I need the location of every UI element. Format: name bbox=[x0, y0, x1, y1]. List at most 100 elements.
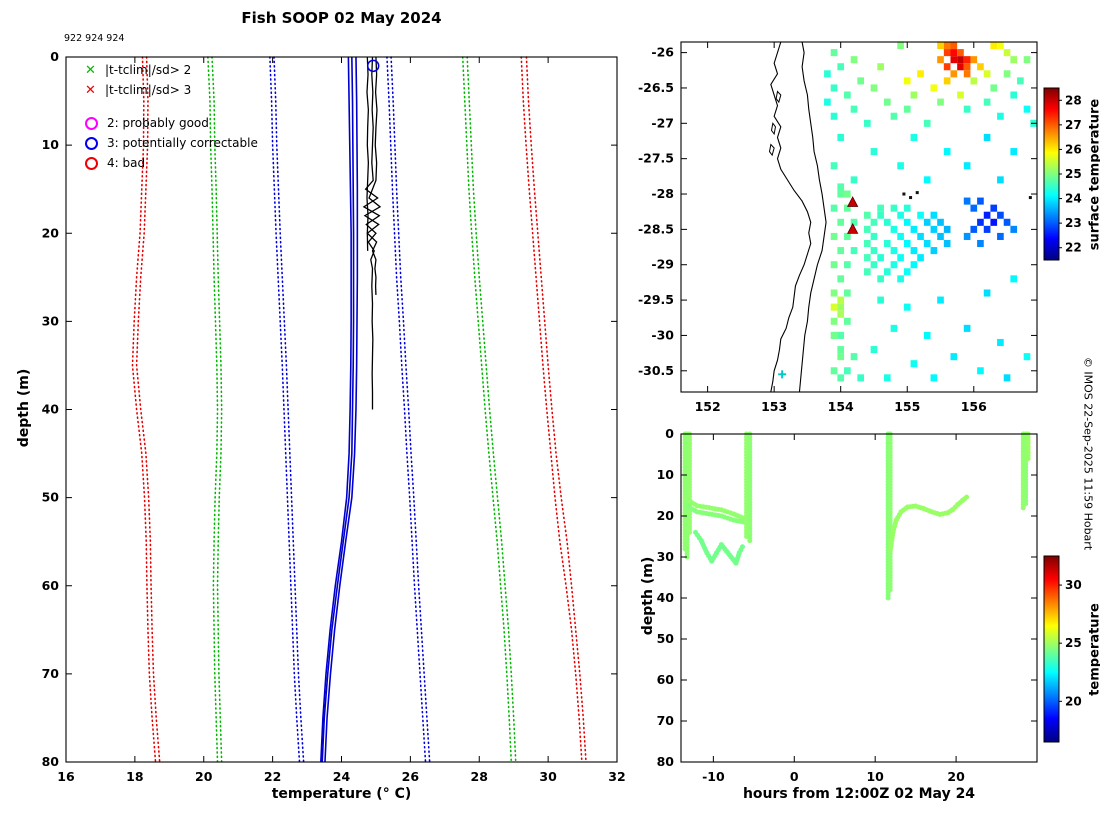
sst-colorbar-label: surface temperature bbox=[1087, 98, 1100, 251]
sst-cell bbox=[890, 204, 898, 212]
sst-cell bbox=[830, 162, 838, 170]
depth-time-panel bbox=[682, 431, 1031, 601]
sst-cell bbox=[950, 56, 958, 64]
sst-cell bbox=[883, 268, 891, 276]
sst-cell bbox=[837, 310, 845, 318]
sst-cell bbox=[943, 42, 951, 50]
sst-cell bbox=[1010, 91, 1018, 99]
svg-text:10: 10 bbox=[866, 769, 884, 784]
legend-label: 2: probably good bbox=[107, 116, 209, 130]
series-clim-plus3sd-b bbox=[525, 56, 587, 763]
sst-cell bbox=[903, 105, 911, 113]
sst-cell bbox=[837, 133, 845, 141]
svg-text:-28: -28 bbox=[651, 186, 674, 201]
circle-marker-icon bbox=[85, 116, 98, 130]
profile-location-triangle bbox=[847, 223, 859, 234]
svg-text:24: 24 bbox=[1065, 192, 1082, 206]
svg-text:-30: -30 bbox=[651, 327, 674, 342]
sst-cell bbox=[970, 225, 978, 233]
sst-cell bbox=[970, 77, 978, 85]
sst-cell bbox=[844, 261, 851, 269]
sst-cell bbox=[930, 247, 938, 255]
sst-cell bbox=[844, 367, 851, 375]
temperature-colorbar: 20 25 30 bbox=[1043, 555, 1082, 743]
sst-cell bbox=[930, 374, 938, 382]
sst-cell bbox=[850, 353, 858, 361]
sst-cell bbox=[963, 324, 971, 332]
sst-cell bbox=[990, 42, 998, 50]
series-clim-plus1sd-a bbox=[386, 56, 427, 763]
sst-cell bbox=[903, 218, 911, 226]
sst-cell bbox=[1010, 225, 1018, 233]
sst-cell bbox=[890, 112, 898, 120]
svg-text:16: 16 bbox=[57, 769, 75, 784]
shelf-contour bbox=[798, 42, 827, 392]
x-marker-icon: ✕ bbox=[85, 82, 96, 98]
sst-cell bbox=[910, 247, 918, 255]
sst-cell bbox=[970, 56, 978, 64]
svg-text:20: 20 bbox=[657, 508, 675, 523]
sst-cell bbox=[897, 211, 904, 219]
sst-cell bbox=[990, 84, 998, 92]
sst-cell bbox=[837, 296, 845, 304]
sst-cell bbox=[957, 91, 964, 99]
sst-cell bbox=[917, 232, 924, 240]
sst-cell bbox=[890, 324, 898, 332]
circle-marker-icon bbox=[85, 156, 98, 170]
svg-text:28: 28 bbox=[1065, 93, 1082, 107]
sst-cell bbox=[970, 204, 978, 212]
sst-cell bbox=[903, 77, 911, 85]
sst-cell bbox=[863, 225, 871, 233]
svg-text:152: 152 bbox=[695, 399, 721, 414]
sst-cell bbox=[983, 133, 991, 141]
svg-text:-30.5: -30.5 bbox=[638, 363, 674, 378]
legend-item: 2: probably good bbox=[84, 113, 258, 133]
sst-cell bbox=[997, 211, 1004, 219]
sst-cell bbox=[870, 84, 878, 92]
sst-cell bbox=[837, 247, 845, 255]
sst-cell bbox=[837, 183, 845, 191]
sst-cell bbox=[830, 317, 838, 325]
sst-cell bbox=[950, 353, 958, 361]
map-panel bbox=[768, 42, 1037, 392]
sst-cell bbox=[997, 338, 1004, 347]
sst-cell bbox=[863, 254, 871, 262]
ts-ylabel: depth (m) bbox=[640, 556, 656, 636]
sst-cell bbox=[950, 49, 958, 57]
svg-text:20: 20 bbox=[1065, 694, 1082, 708]
sst-cell bbox=[897, 275, 904, 283]
svg-text:22: 22 bbox=[264, 769, 281, 784]
sst-cell bbox=[870, 346, 878, 354]
svg-text:23: 23 bbox=[1065, 216, 1082, 230]
sst-cell bbox=[943, 49, 951, 57]
svg-text:24: 24 bbox=[333, 769, 351, 784]
sst-cell bbox=[977, 63, 984, 71]
svg-text:70: 70 bbox=[657, 713, 675, 728]
sst-cell bbox=[923, 218, 931, 226]
sst-cell bbox=[950, 70, 958, 78]
page-title: Fish SOOP 02 May 2024 bbox=[241, 9, 442, 27]
series-qc3-profile-2 bbox=[324, 56, 359, 763]
sst-cell bbox=[983, 225, 991, 233]
sst-cell bbox=[990, 204, 998, 212]
sst-cell bbox=[937, 232, 944, 240]
sst-cell bbox=[937, 218, 944, 226]
sst-cell bbox=[830, 331, 838, 339]
sst-cell bbox=[890, 247, 898, 255]
series-clim-minus2sd-a bbox=[207, 56, 219, 763]
series-qc3-profile-3 bbox=[320, 56, 352, 763]
sst-cell bbox=[923, 176, 931, 184]
sst-cell bbox=[850, 218, 858, 226]
sst-cell bbox=[957, 63, 964, 71]
svg-text:60: 60 bbox=[657, 672, 675, 687]
svg-text:30: 30 bbox=[539, 769, 557, 784]
series-qc3-profile-1 bbox=[321, 56, 355, 763]
series-clim-plus1sd-b bbox=[390, 56, 431, 763]
sst-cell bbox=[1003, 218, 1011, 226]
sst-cell bbox=[917, 70, 924, 78]
sst-cell bbox=[963, 162, 971, 170]
sst-cell bbox=[1003, 70, 1011, 78]
sst-cell bbox=[844, 232, 851, 240]
series-clim-minus3sd-a bbox=[131, 56, 157, 763]
